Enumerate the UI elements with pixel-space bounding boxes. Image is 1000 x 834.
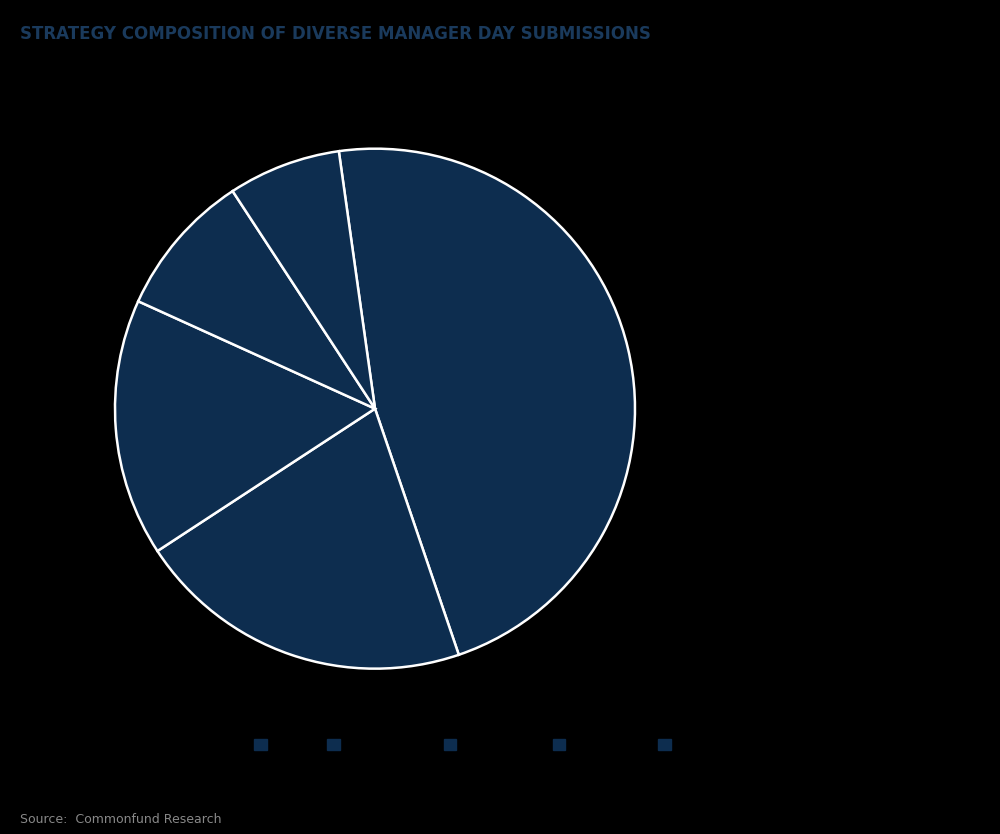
Wedge shape — [138, 191, 375, 409]
Wedge shape — [339, 148, 635, 655]
Wedge shape — [157, 409, 459, 669]
Wedge shape — [115, 301, 375, 551]
Text: Source:  Commonfund Research: Source: Commonfund Research — [20, 812, 222, 826]
Legend: Equity, Fixed Income, Hedge Fund, Real Assets, Multi-Asset: Equity, Fixed Income, Hedge Fund, Real A… — [249, 734, 751, 757]
Text: STRATEGY COMPOSITION OF DIVERSE MANAGER DAY SUBMISSIONS: STRATEGY COMPOSITION OF DIVERSE MANAGER … — [20, 25, 651, 43]
Wedge shape — [233, 151, 375, 409]
